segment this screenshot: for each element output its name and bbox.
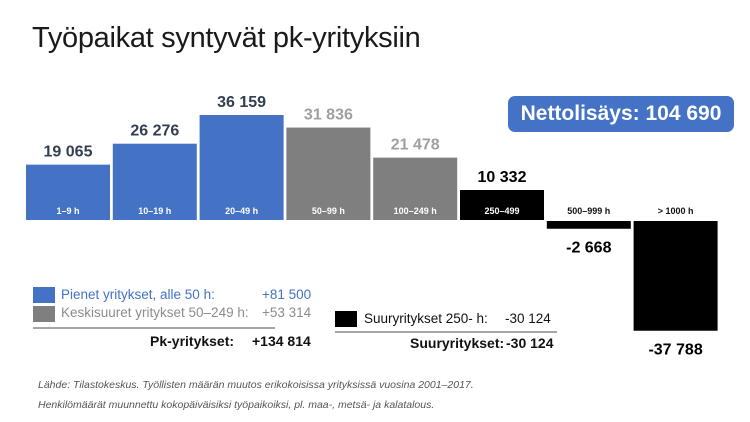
legend-medium-label: Keskisuuret yritykset 50–249 h: <box>61 305 249 320</box>
category-label: 10–19 h <box>138 206 171 216</box>
bar <box>112 143 197 220</box>
bar <box>633 221 718 331</box>
value-label: 26 276 <box>130 123 179 140</box>
category-label: 100–249 h <box>394 206 437 216</box>
bar <box>199 115 284 220</box>
legend-swatch-small <box>33 287 55 303</box>
legend-swatch-medium <box>33 306 55 322</box>
net-increase-badge: Nettolisäys: 104 690 <box>508 96 734 132</box>
legend-swatch-large <box>335 311 357 327</box>
bar <box>546 221 631 229</box>
bar <box>460 189 544 220</box>
value-label: 31 836 <box>304 107 353 124</box>
pk-total-value: +134 814 <box>252 333 311 349</box>
category-label: 50–99 h <box>312 206 345 216</box>
divider <box>33 327 275 329</box>
category-label: 1–9 h <box>56 206 79 216</box>
value-label: 10 332 <box>478 169 527 186</box>
source-note: Henkilömäärät muunnettu kokopäiväisiksi … <box>38 399 435 411</box>
large-total-label: Suuryritykset: <box>410 335 505 351</box>
large-total-value: -30 124 <box>506 335 554 351</box>
legend-small-value: +81 500 <box>262 287 312 302</box>
value-label: 19 065 <box>44 144 93 161</box>
pk-total-label: Pk-yritykset: <box>150 333 235 349</box>
category-label: 20–49 h <box>225 206 258 216</box>
legend-small-label: Pienet yritykset, alle 50 h: <box>61 287 215 302</box>
category-label: 250–499 <box>484 206 519 216</box>
value-label: -37 788 <box>648 342 702 359</box>
divider <box>335 331 557 333</box>
value-label: 21 478 <box>391 137 440 154</box>
page-title: Työpaikat syntyvät pk-yrityksiin <box>32 22 421 54</box>
category-label: > 1000 h <box>658 206 694 216</box>
source-note: Lähde: Tilastokeskus. Työllisten määrän … <box>38 379 474 391</box>
bar <box>26 164 110 220</box>
bar <box>286 127 371 220</box>
value-label: 36 159 <box>217 94 266 111</box>
value-label: -2 668 <box>566 240 611 257</box>
legend-large-label: Suuryritykset 250- h: <box>364 311 488 326</box>
legend-large-value: -30 124 <box>505 311 551 326</box>
bar <box>373 157 458 220</box>
legend-medium-value: +53 314 <box>262 305 312 320</box>
category-label: 500–999 h <box>567 206 610 216</box>
